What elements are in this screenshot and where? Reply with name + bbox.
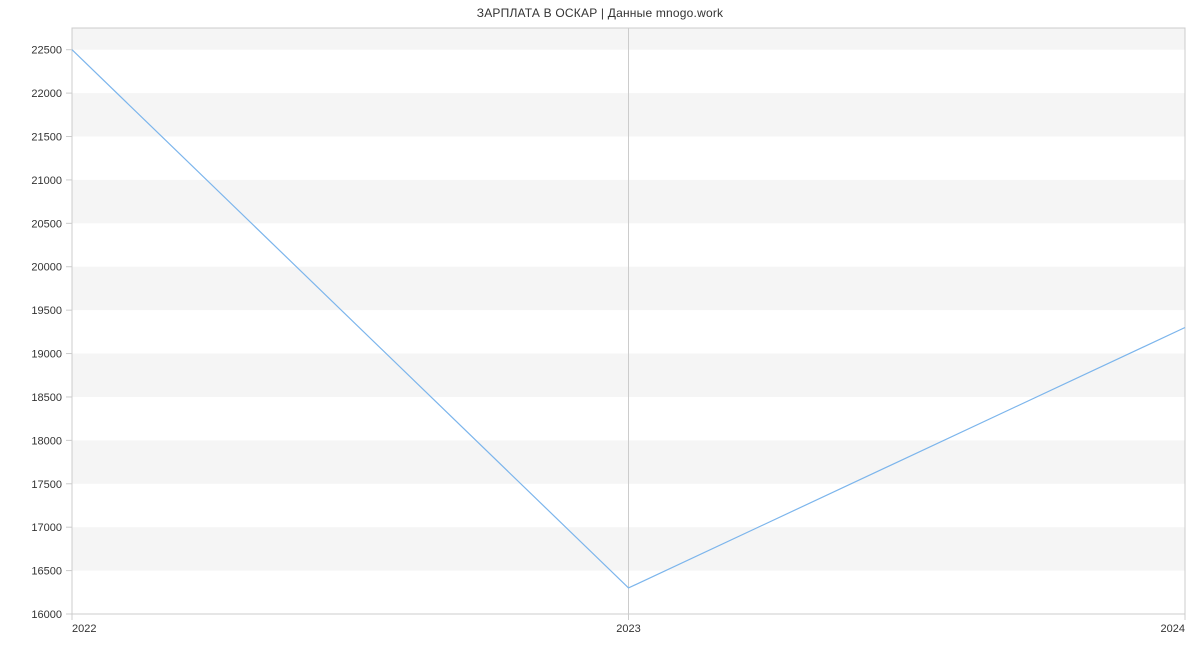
svg-text:20000: 20000 bbox=[31, 262, 62, 274]
y-tick: 22000 bbox=[31, 88, 72, 100]
y-tick: 18500 bbox=[31, 392, 72, 404]
y-tick: 20000 bbox=[31, 262, 72, 274]
salary-line-chart: ЗАРПЛАТА В ОСКАР | Данные mnogo.work 160… bbox=[0, 0, 1200, 650]
svg-text:18000: 18000 bbox=[31, 435, 62, 447]
svg-text:22000: 22000 bbox=[31, 88, 62, 100]
svg-text:19000: 19000 bbox=[31, 349, 62, 361]
y-tick: 21500 bbox=[31, 132, 72, 144]
y-tick: 16000 bbox=[31, 609, 72, 621]
y-tick: 17500 bbox=[31, 479, 72, 491]
svg-text:22500: 22500 bbox=[31, 45, 62, 57]
y-tick: 18000 bbox=[31, 435, 72, 447]
svg-text:16000: 16000 bbox=[31, 609, 62, 621]
svg-text:21500: 21500 bbox=[31, 132, 62, 144]
svg-text:2024: 2024 bbox=[1161, 623, 1185, 635]
svg-text:2022: 2022 bbox=[72, 623, 96, 635]
x-tick: 2022 bbox=[72, 614, 96, 635]
y-tick: 16500 bbox=[31, 566, 72, 578]
svg-text:17000: 17000 bbox=[31, 522, 62, 534]
chart-svg: 16000 16500 17000 17500 18000 18500 19000 19500… bbox=[0, 0, 1200, 650]
svg-text:21000: 21000 bbox=[31, 175, 62, 187]
y-tick: 21000 bbox=[31, 175, 72, 187]
x-tick: 2023 bbox=[616, 614, 640, 635]
svg-text:19500: 19500 bbox=[31, 305, 62, 317]
svg-text:17500: 17500 bbox=[31, 479, 62, 491]
svg-text:16500: 16500 bbox=[31, 566, 62, 578]
svg-text:18500: 18500 bbox=[31, 392, 62, 404]
y-tick: 19500 bbox=[31, 305, 72, 317]
svg-text:20500: 20500 bbox=[31, 218, 62, 230]
y-tick: 22500 bbox=[31, 45, 72, 57]
svg-text:2023: 2023 bbox=[616, 623, 640, 635]
y-tick: 17000 bbox=[31, 522, 72, 534]
x-tick: 2024 bbox=[1161, 614, 1185, 635]
y-tick: 19000 bbox=[31, 349, 72, 361]
y-tick: 20500 bbox=[31, 218, 72, 230]
